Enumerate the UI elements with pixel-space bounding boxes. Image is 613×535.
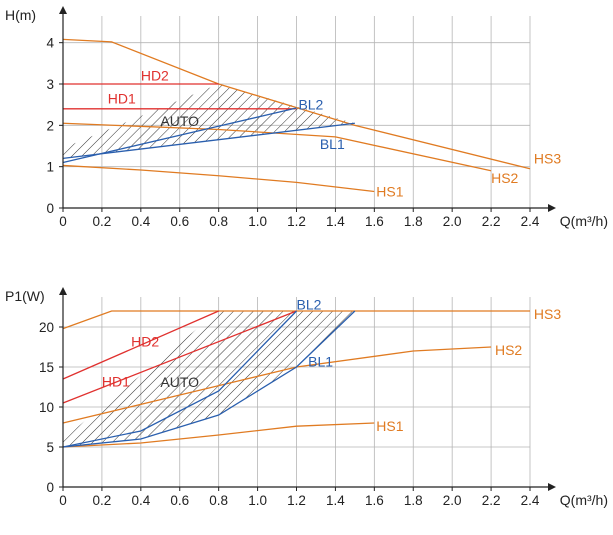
x-tick-label: 1.0 (248, 493, 267, 508)
series-label-bl2: BL2 (298, 97, 323, 113)
y-tick-label: 0 (46, 480, 54, 495)
auto-region (63, 311, 355, 447)
x-tick-label: 0.8 (209, 493, 228, 508)
x-tick-label: 0.6 (170, 493, 189, 508)
x-tick-label: 0 (59, 214, 67, 229)
x-axis-label: Q(m³/h) (560, 213, 608, 229)
series-label-bl1: BL1 (308, 353, 333, 369)
series-label-hs2: HS2 (491, 170, 518, 186)
x-tick-label: 1.4 (326, 493, 345, 508)
x-tick-label: 2.4 (521, 493, 540, 508)
y-tick-label: 15 (39, 360, 54, 375)
x-tick-label: 0.4 (131, 493, 150, 508)
series-line-hs1 (62, 164, 375, 193)
series-line-hs3 (62, 310, 530, 330)
y-axis-arrow (59, 287, 67, 295)
series-line-bl1 (62, 310, 356, 448)
series-label-hd2: HD2 (141, 68, 169, 84)
x-tick-label: 1.8 (404, 493, 423, 508)
series-label-hs3: HS3 (534, 306, 561, 322)
series-line-hd2 (62, 310, 219, 380)
x-tick-label: 0.8 (209, 214, 228, 229)
x-tick-label: 1.2 (287, 214, 306, 229)
x-axis-arrow (548, 483, 556, 491)
x-tick-label: 0.2 (93, 493, 112, 508)
series-label-bl2: BL2 (297, 297, 322, 313)
y-tick-label: 3 (46, 77, 54, 92)
series-label-hs2: HS2 (495, 342, 522, 358)
series-line-bl2 (62, 107, 297, 164)
series-label-hs1: HS1 (376, 183, 403, 199)
x-tick-label: 2.0 (443, 493, 462, 508)
y-tick-label: 10 (39, 400, 54, 415)
y-axis-label: P1(W) (5, 288, 45, 304)
power-chart: 0 0.2 0.4 0.6 0.8 1.0 1.2 1.4 1.6 1.8 2.0 2.2 2.4 0 5 1… (5, 287, 608, 508)
y-tick-label: 0 (46, 201, 54, 216)
series-line-bl1 (62, 122, 355, 160)
series-line-bl2 (62, 310, 297, 448)
x-tick-label: 2.2 (482, 214, 501, 229)
y-axis-label: H(m) (5, 7, 36, 23)
x-tick-label: 0.4 (131, 214, 150, 229)
head-chart: 0 0.2 0.4 0.6 0.8 1.0 1.2 1.4 1.6 1.8 2.0 2.2 2.4 0 1 2… (5, 6, 608, 229)
series-label-hd1: HD1 (102, 373, 130, 389)
x-tick-label: 0.6 (170, 214, 189, 229)
y-tick-label: 20 (39, 320, 54, 335)
x-axis-arrow (548, 204, 556, 212)
x-tick-label: 2.2 (482, 493, 501, 508)
series-label-hs3: HS3 (534, 150, 561, 166)
auto-region-label: AUTO (160, 113, 199, 129)
x-tick-label: 0.2 (93, 214, 112, 229)
series-label-hs1: HS1 (376, 418, 403, 434)
x-tick-label: 1.0 (248, 214, 267, 229)
y-tick-label: 5 (46, 440, 54, 455)
x-axis-label: Q(m³/h) (560, 492, 608, 508)
x-tick-label: 1.4 (326, 214, 345, 229)
y-tick-label: 1 (46, 160, 54, 175)
y-axis-arrow (59, 6, 67, 14)
x-tick-label: 1.2 (287, 493, 306, 508)
x-tick-label: 1.8 (404, 214, 423, 229)
series-line-hs1 (62, 422, 375, 448)
x-tick-label: 2.4 (521, 214, 540, 229)
series-label-bl1: BL1 (320, 136, 345, 152)
x-tick-label: 1.6 (365, 493, 384, 508)
series-line-hd1 (62, 310, 297, 404)
auto-region-label: AUTO (160, 374, 199, 390)
x-tick-label: 0 (59, 493, 67, 508)
y-tick-label: 2 (46, 118, 54, 133)
x-tick-label: 1.6 (365, 214, 384, 229)
y-tick-label: 4 (46, 36, 54, 51)
x-tick-label: 2.0 (443, 214, 462, 229)
series-label-hd1: HD1 (108, 90, 136, 106)
series-label-hd2: HD2 (131, 333, 159, 349)
